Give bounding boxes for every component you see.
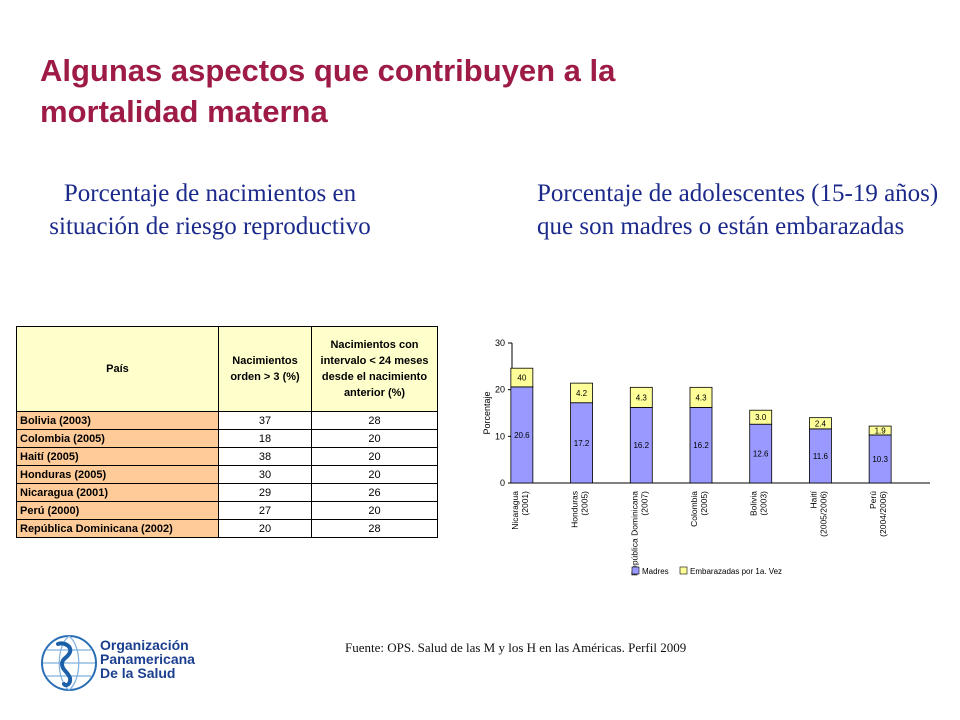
- bar-embarazadas: [629, 386, 653, 408]
- col-header-interval: Nacimientos con intervalo < 24 meses des…: [311, 326, 438, 412]
- cell-interval: 26: [311, 483, 438, 502]
- bar-embarazadas: [570, 382, 593, 404]
- data-label-embarazadas: 4.3: [695, 393, 707, 402]
- cell-order: 30: [218, 465, 312, 484]
- cell-interval: 28: [311, 411, 438, 430]
- chart-subtitle: Porcentaje de adolescentes (15-19 años) …: [537, 180, 939, 240]
- data-label-madres: 17.2: [574, 439, 590, 448]
- data-label-madres: 16.2: [633, 441, 649, 450]
- cell-order: 20: [218, 519, 312, 538]
- title-line-2: mortalidad materna: [40, 94, 328, 129]
- data-label-madres: 11.6: [813, 452, 829, 461]
- data-label-embarazadas: 2.4: [815, 419, 827, 428]
- cell-order: 27: [218, 501, 312, 520]
- x-tick-label: República Dominicana(2007): [629, 491, 649, 576]
- table-subtitle: Porcentaje de nacimientos en situación d…: [49, 180, 371, 240]
- data-label-embarazadas: 40: [517, 374, 526, 383]
- col-header-country: País: [16, 326, 219, 412]
- chart-svg: 0 10 20 30 Porcentaje 20.6 40 Nicaragua(2001) 17…: [482, 338, 930, 576]
- logo-line-3: De la Salud: [100, 665, 176, 681]
- table-header-row: País Nacimientos orden > 3 (%) Nacimient…: [16, 326, 438, 412]
- data-label-madres: 20.6: [514, 431, 530, 440]
- table-row: Haití (2005) 38 20: [16, 447, 438, 466]
- cell-order: 37: [218, 411, 312, 430]
- bar-embarazadas: [689, 386, 713, 408]
- table-row: Bolivia (2003) 37 28: [16, 411, 438, 430]
- legend-swatch-madres: [631, 566, 640, 575]
- cell-interval: 20: [311, 501, 438, 520]
- table-row: Colombia (2005) 18 20: [16, 429, 438, 448]
- cell-country: Honduras (2005): [16, 465, 219, 484]
- data-label-embarazadas: 3.0: [755, 413, 767, 422]
- y-axis-label: Porcentaje: [482, 391, 492, 434]
- cell-country: Colombia (2005): [16, 429, 219, 448]
- table-row: Nicaragua (2001) 29 26: [16, 483, 438, 502]
- cell-interval: 20: [311, 465, 438, 484]
- cell-country: República Dominicana (2002): [16, 519, 219, 538]
- cell-order: 29: [218, 483, 312, 502]
- bar-embarazadas: [510, 367, 534, 388]
- cell-country: Perú (2000): [16, 501, 219, 520]
- cell-order: 18: [218, 429, 312, 448]
- table-row: Honduras (2005) 30 20: [16, 465, 438, 484]
- cell-interval: 28: [311, 519, 438, 538]
- cell-country: Nicaragua (2001): [16, 483, 219, 502]
- table-row: República Dominicana (2002) 20 28: [16, 519, 438, 538]
- data-label-embarazadas: 4.3: [636, 393, 648, 402]
- cell-interval: 20: [311, 429, 438, 448]
- col-header-order: Nacimientos orden > 3 (%): [218, 326, 312, 412]
- x-tick-label: Perú(2004/2006): [868, 491, 888, 537]
- data-label-madres: 16.2: [693, 441, 709, 450]
- risk-table: País Nacimientos orden > 3 (%) Nacimient…: [16, 326, 438, 538]
- paho-logo-text: Organización Panamericana De la Salud: [100, 638, 195, 680]
- x-tick-label: Bolivia(2003): [749, 491, 769, 516]
- legend-label-madres: Madres: [642, 567, 669, 576]
- logo-line-1: Organización: [100, 637, 189, 653]
- bar-embarazadas: [749, 409, 773, 425]
- x-tick-label: Nicaragua(2001): [510, 491, 530, 530]
- legend-label-embarazadas: Embarazadas por 1a. Vez: [690, 567, 782, 576]
- y-tick-label: 10: [495, 431, 505, 441]
- data-label-embarazadas: 4.2: [576, 389, 588, 398]
- y-tick-label: 0: [500, 478, 505, 488]
- title-line-1: Algunas aspectos que contribuyen a la: [40, 53, 616, 88]
- bar-embarazadas: [809, 417, 832, 430]
- data-label-madres: 10.3: [872, 455, 888, 464]
- x-tick-label: Haití(2005/2006): [808, 490, 828, 536]
- slide-title: Algunas aspectos que contribuyen a la mo…: [40, 50, 920, 132]
- source-note: Fuente: OPS. Salud de las M y los H en l…: [345, 640, 687, 655]
- cell-interval: 20: [311, 447, 438, 466]
- legend-swatch-embarazadas: [679, 566, 688, 575]
- cell-order: 38: [218, 447, 312, 466]
- cell-country: Bolivia (2003): [16, 411, 219, 430]
- logo-line-2: Panamericana: [100, 651, 195, 667]
- paho-globe-logo: [41, 635, 97, 691]
- y-tick-label: 30: [495, 338, 505, 348]
- bar-embarazadas: [868, 425, 892, 436]
- data-label-madres: 12.6: [753, 450, 769, 459]
- x-tick-label: Honduras(2005): [570, 491, 590, 528]
- x-tick-label: Colombia(2005): [689, 491, 709, 527]
- y-tick-label: 20: [495, 385, 505, 395]
- data-label-embarazadas: 1.9: [875, 427, 887, 436]
- cell-country: Haití (2005): [16, 447, 219, 466]
- table-row: Perú (2000) 27 20: [16, 501, 438, 520]
- adolescent-chart: 0 10 20 30 Porcentaje 20.6 40 Nicaragua(2001) 17…: [462, 326, 932, 588]
